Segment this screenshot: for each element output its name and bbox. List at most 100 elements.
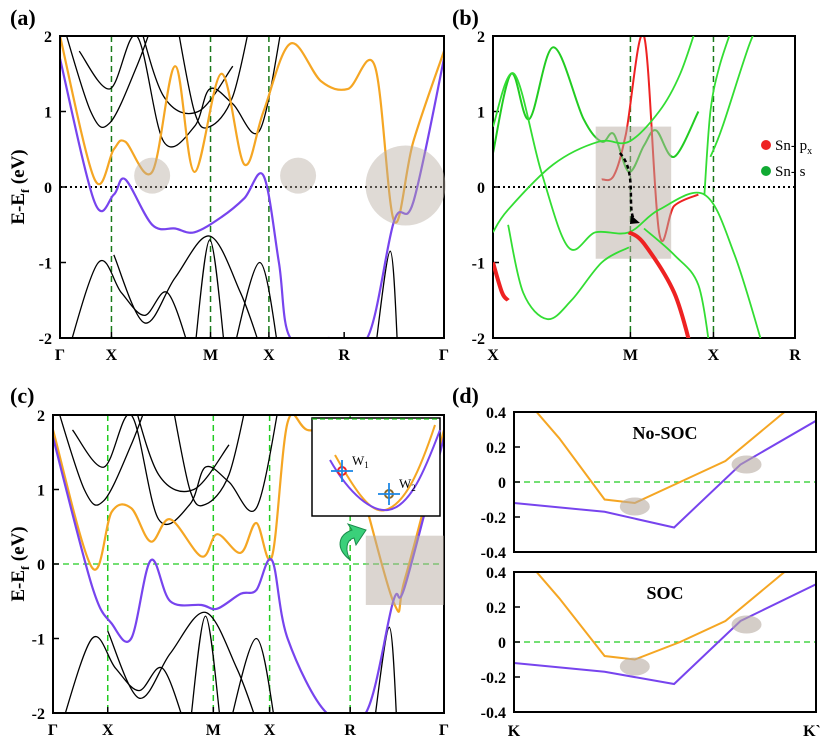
x-tick-label: X — [264, 722, 276, 739]
x-tick-label: M — [623, 347, 638, 364]
crossing-highlight — [619, 497, 650, 516]
green-band — [507, 224, 630, 321]
green-bands — [493, 36, 762, 338]
background-band — [142, 36, 234, 115]
arrow-head — [629, 214, 640, 224]
y-tick-label: 1 — [44, 105, 52, 122]
weyl-label-main: W — [352, 453, 365, 468]
y-tick-label: -0.4 — [481, 545, 506, 562]
background-band — [71, 415, 278, 526]
y-tick-label: -0.2 — [481, 670, 506, 687]
crossing-highlight — [731, 455, 762, 474]
green-band — [493, 72, 762, 338]
x-tick-label: M — [206, 722, 221, 739]
y-tick-label: -1 — [32, 632, 45, 649]
green-band — [493, 36, 695, 233]
background-bands — [59, 415, 397, 713]
inset-frame — [311, 417, 441, 517]
x-tick-label: R — [338, 347, 350, 364]
x-tick-label: X — [102, 722, 114, 739]
background-band — [136, 415, 230, 493]
y-tick-label: 0.2 — [486, 440, 506, 457]
y-axis-label-unit: (eV) — [8, 526, 29, 566]
y-tick-label: 0 — [498, 475, 506, 492]
background-band — [374, 626, 397, 713]
x-tick-label: Γ — [439, 722, 449, 739]
y-tick-label: 0.4 — [486, 565, 506, 582]
series-line — [514, 583, 816, 686]
background-band — [195, 239, 225, 338]
x-tick-label: X — [263, 347, 275, 364]
x-tick-label: Γ — [48, 722, 58, 739]
y-tick-label: 0 — [498, 635, 506, 652]
legend-label: Sn- s — [775, 164, 806, 180]
background-band — [64, 635, 182, 713]
legend-sub: x — [807, 146, 812, 157]
green-band — [703, 36, 731, 195]
background-band — [65, 36, 149, 128]
x-tick-label: X — [106, 347, 118, 364]
y-tick-label: 0.4 — [486, 405, 506, 422]
background-bands — [65, 36, 398, 338]
y-tick-label: 2 — [477, 29, 485, 46]
y-tick-label: -0.2 — [481, 510, 506, 527]
background-band — [235, 261, 278, 338]
y-tick-label: 0 — [37, 557, 45, 574]
y-axis-label-sub: f — [18, 565, 32, 570]
highlight-box — [365, 535, 444, 605]
y-tick-label: -2 — [32, 706, 45, 723]
x-tick-label: M — [203, 347, 218, 364]
weyl-label: W2 — [399, 476, 416, 493]
weyl-label: W1 — [352, 453, 369, 470]
series-line — [535, 412, 787, 505]
series-group — [514, 412, 816, 529]
red-band — [493, 261, 510, 302]
x-tick-label: R — [344, 722, 356, 739]
y-tick-label: 1 — [37, 483, 45, 500]
y-tick-label: 2 — [44, 29, 52, 46]
y-axis-label-main: E-E — [8, 193, 29, 225]
subplot-title: No-SOC — [632, 423, 697, 443]
x-tick-label: X — [487, 347, 499, 364]
panel-label: (d) — [452, 383, 479, 408]
background-band — [71, 259, 187, 338]
x-tick-label: Γ — [55, 347, 65, 364]
y-tick-label: -2 — [472, 331, 485, 348]
series-line — [514, 419, 816, 529]
x-tick-label: X — [708, 347, 720, 364]
x-tick-label: K — [508, 723, 521, 740]
y-tick-label: 0 — [44, 180, 52, 197]
panel-label: (b) — [452, 5, 479, 30]
y-axis-label-main: E-E — [8, 570, 29, 602]
y-axis-label-sub: f — [18, 188, 32, 193]
background-band — [376, 250, 398, 338]
crossing-highlight — [731, 615, 762, 634]
y-axis-label: E-Ef (eV) — [8, 149, 32, 224]
background-band — [178, 36, 248, 129]
legend-marker — [761, 166, 771, 176]
y-tick-label: -2 — [39, 331, 52, 348]
y-tick-label: 2 — [37, 408, 45, 425]
series-group — [60, 36, 444, 338]
series-line — [53, 437, 444, 713]
subplot-title: SOC — [646, 583, 683, 603]
y-axis-label: E-Ef (eV) — [8, 526, 32, 601]
series-group — [514, 572, 816, 686]
weyl-point-highlight — [280, 157, 317, 194]
background-band — [113, 235, 258, 338]
weyl-label-sub: 2 — [411, 483, 416, 493]
x-tick-label: K` — [803, 723, 821, 740]
y-tick-label: -1 — [472, 256, 485, 273]
legend-text: Sn- s — [775, 164, 806, 180]
red-band — [627, 230, 691, 338]
y-tick-label: 0 — [477, 180, 485, 197]
weyl-label-main: W — [399, 476, 412, 491]
background-band — [232, 637, 275, 713]
legend-label: Sn- px — [775, 138, 812, 157]
panel-label: (a) — [10, 5, 36, 30]
background-band — [107, 611, 255, 713]
series-line — [60, 58, 444, 338]
weyl-label-sub: 1 — [364, 460, 369, 470]
x-tick-label: R — [789, 347, 801, 364]
